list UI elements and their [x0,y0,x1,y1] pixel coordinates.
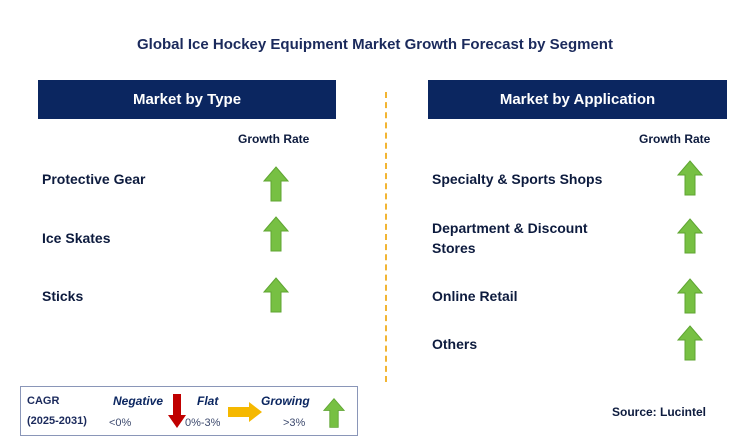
application-item-label: Others [432,336,478,352]
left-growth-rate-label: Growth Rate [238,132,310,146]
legend-flat-range: 0%-3% [185,417,221,429]
application-item-others: Others [432,334,477,354]
application-item-label-line1: Department & Discount [432,220,588,236]
chart-title: Global Ice Hockey Equipment Market Growt… [137,36,613,53]
application-item-label-line2: Stores [432,240,476,256]
growing-arrow-icon [263,277,289,313]
growing-arrow-icon [263,166,289,202]
application-item-department-discount-stores: Department & Discount Stores [432,218,588,258]
application-item-label: Online Retail [432,288,518,304]
negative-arrow-icon [168,394,186,428]
growing-arrow-icon [677,278,703,314]
market-by-type-header-label: Market by Type [132,91,242,108]
flat-arrow-icon [228,402,262,422]
legend-negative-range: <0% [109,417,132,429]
growing-arrow-icon [677,218,703,254]
legend-flat-label: Flat [197,394,219,408]
application-item-specialty-sports-shops: Specialty & Sports Shops [432,169,602,189]
legend-growing-range: >3% [283,417,306,429]
panel-divider [385,92,387,382]
type-item-sticks: Sticks [42,288,84,304]
legend-negative-label: Negative [113,394,164,408]
cagr-legend: CAGR (2025-2031) Negative <0% Flat 0%-3%… [20,386,358,436]
source-credit: Source: Lucintel [612,405,707,419]
market-by-application-header: Market by Application [428,80,727,119]
application-item-label: Specialty & Sports Shops [432,171,603,187]
right-growth-rate-label: Growth Rate [639,132,711,146]
growing-arrow-icon [677,160,703,196]
legend-cagr-label: CAGR [27,395,60,407]
legend-period-label: (2025-2031) [27,415,87,427]
legend-growing-label: Growing [261,394,310,408]
growing-arrow-icon [263,216,289,252]
type-item-ice-skates: Ice Skates [42,230,111,246]
market-by-type-header: Market by Type [38,80,336,119]
type-item-protective-gear: Protective Gear [42,171,146,187]
growing-arrow-icon [323,397,345,428]
growing-arrow-icon [677,325,703,361]
application-item-online-retail: Online Retail [432,286,518,306]
market-by-application-header-label: Market by Application [499,91,656,108]
